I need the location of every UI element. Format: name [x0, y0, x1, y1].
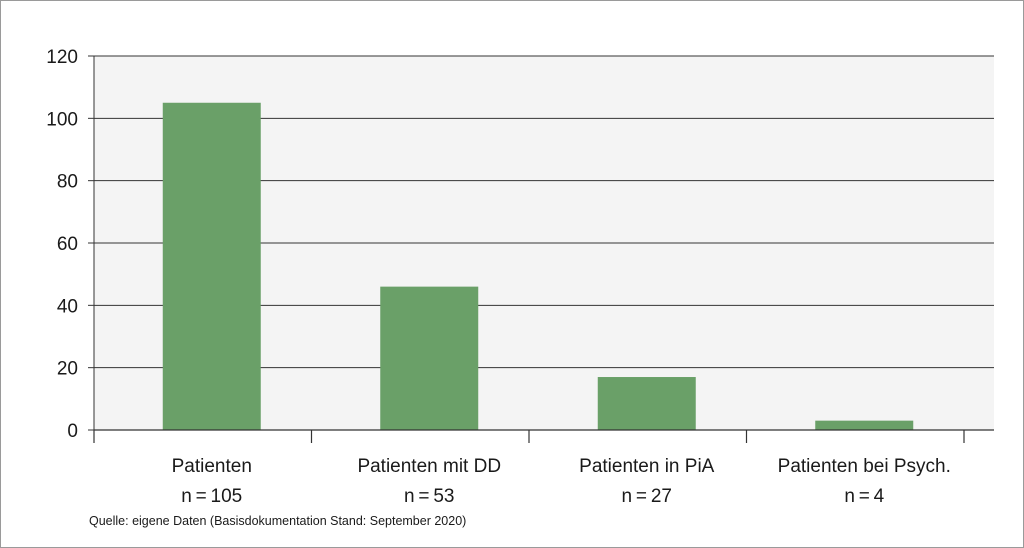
y-tick-label: 120	[46, 47, 78, 68]
category-n-label: n = 105	[181, 486, 242, 507]
category-label: Patienten bei Psych.	[778, 456, 951, 477]
source-note: Quelle: eigene Daten (Basisdokumentation…	[89, 514, 467, 528]
category-n-label: n = 27	[622, 486, 672, 507]
bar	[162, 102, 261, 430]
y-tick-label: 20	[57, 359, 78, 380]
category-label: Patienten in PiA	[579, 456, 715, 477]
y-tick-label: 0	[67, 421, 78, 442]
bar	[815, 420, 914, 430]
y-tick-label: 60	[57, 234, 78, 255]
category-label: Patienten	[172, 456, 252, 477]
y-tick-label: 80	[57, 172, 78, 193]
category-label: Patienten mit DD	[357, 456, 501, 477]
y-tick-label: 40	[57, 296, 78, 317]
y-tick-label: 100	[46, 109, 78, 130]
bar	[597, 377, 696, 430]
category-n-label: n = 53	[404, 486, 454, 507]
category-n-label: n = 4	[844, 486, 884, 507]
bar	[380, 286, 479, 430]
